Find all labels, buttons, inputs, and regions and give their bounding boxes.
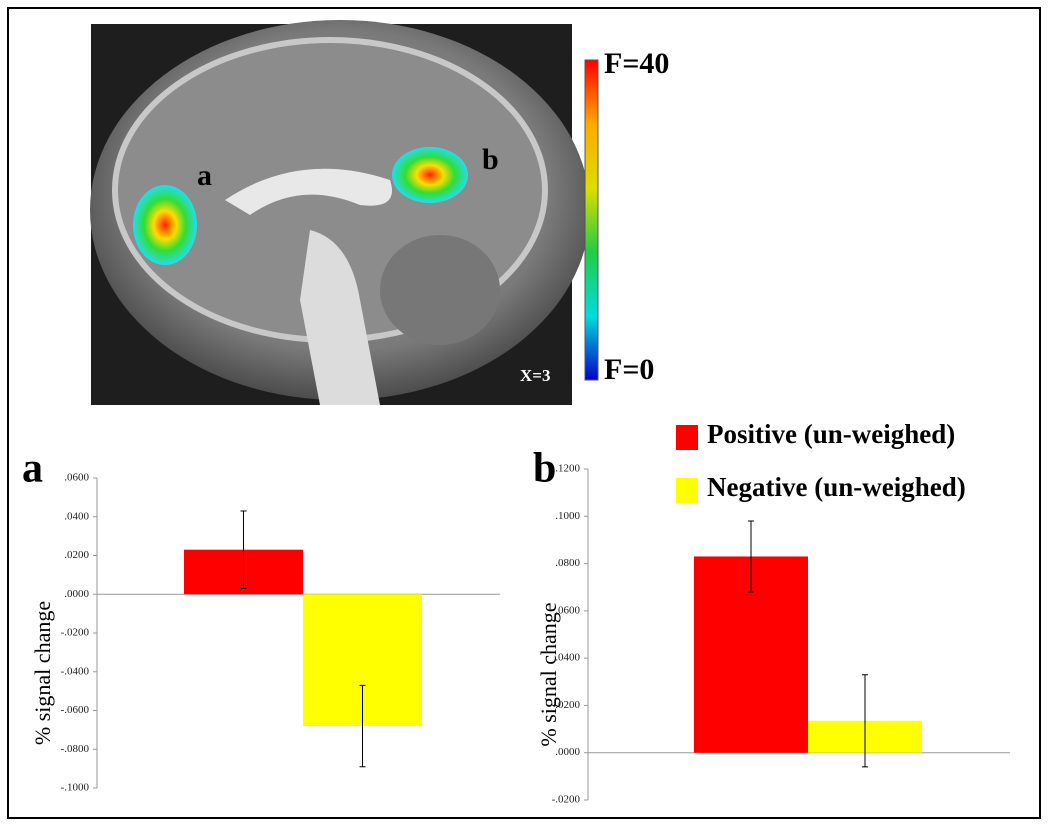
y-tick-label: .0000 [64, 588, 89, 600]
y-tick-label: .0400 [555, 652, 580, 664]
error-bar [748, 520, 754, 593]
brain-image: a b X=3 [90, 20, 590, 405]
y-tick-label: .0600 [555, 604, 580, 616]
y-tick-label: -.0200 [61, 627, 90, 639]
y-tick-label: .0400 [64, 510, 89, 522]
y-tick-label: .0200 [64, 549, 89, 561]
region-label: a [197, 159, 212, 192]
slice-label: X=3 [520, 366, 550, 385]
y-tick-label: -.0400 [61, 665, 90, 677]
error-bar [359, 684, 366, 768]
legend-label: Negative (un-weighed) [707, 472, 966, 502]
colorbar [584, 59, 599, 381]
panel-label: a [22, 446, 43, 492]
panel-label: b [533, 446, 556, 492]
region-label: b [482, 143, 499, 176]
y-tick-label: .0200 [555, 699, 580, 711]
y-tick-label: .0800 [555, 557, 580, 569]
y-tick-label: -.1000 [61, 782, 90, 794]
colorbar-max: F=40 [604, 47, 669, 80]
legend-label: Positive (un-weighed) [707, 419, 955, 449]
error-bar [862, 674, 868, 768]
error-bar [240, 510, 247, 589]
y-tick-label: .0600 [64, 472, 89, 484]
y-tick-label: .0000 [555, 746, 580, 758]
legend-swatch [676, 478, 698, 503]
y-axis-label: % signal change [30, 601, 55, 745]
frame [7, 7, 1041, 819]
y-axis-label: % signal change [536, 602, 561, 746]
y-tick-label: .1200 [555, 463, 580, 475]
y-tick-label: -.0200 [552, 794, 581, 806]
y-tick-label: -.0600 [61, 704, 90, 716]
legend-swatch [676, 425, 698, 450]
colorbar-min: F=0 [604, 353, 654, 386]
y-tick-label: -.0800 [61, 743, 90, 755]
y-tick-label: .1000 [555, 510, 580, 522]
